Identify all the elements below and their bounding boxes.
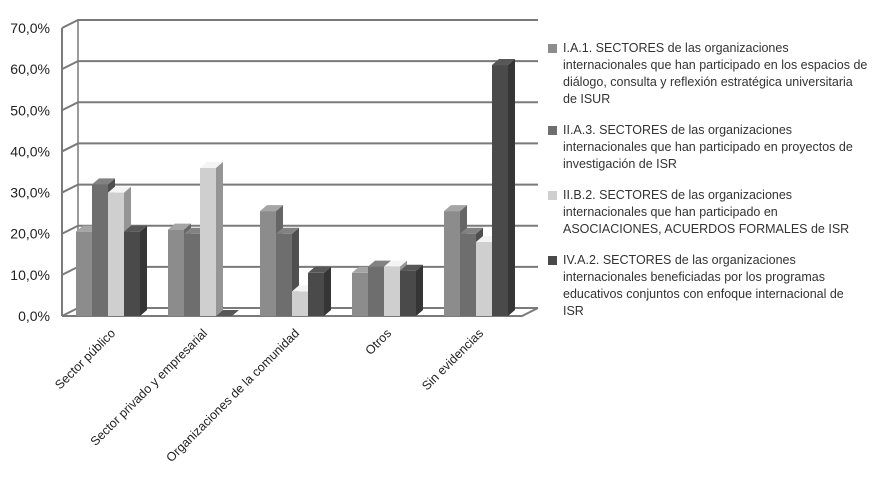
bar-top bbox=[92, 178, 115, 185]
bar bbox=[460, 233, 476, 316]
bar bbox=[92, 184, 108, 316]
y-tick-label: 0,0% bbox=[18, 308, 50, 324]
gridline bbox=[61, 101, 538, 112]
legend: I.A.1. SECTORES de las organizaciones in… bbox=[548, 40, 868, 334]
legend-swatch bbox=[548, 44, 557, 53]
bar bbox=[168, 229, 184, 316]
y-tick-label: 30,0% bbox=[10, 185, 50, 201]
y-tick-label: 70,0% bbox=[10, 20, 50, 36]
bar-side bbox=[324, 266, 331, 316]
legend-label: II.B.2. SECTORES de las organizaciones i… bbox=[563, 188, 850, 236]
bar-top bbox=[400, 264, 423, 271]
bar bbox=[184, 233, 200, 316]
bar bbox=[76, 231, 92, 316]
gridline bbox=[61, 60, 538, 71]
bar-top bbox=[444, 205, 467, 212]
bar-top bbox=[308, 266, 331, 273]
y-tick-label: 60,0% bbox=[10, 61, 50, 77]
gridline bbox=[61, 183, 538, 194]
bar bbox=[200, 167, 216, 316]
x-tick-label: Sin evidencias bbox=[419, 326, 486, 393]
legend-swatch bbox=[548, 126, 557, 135]
legend-item: I.A.1. SECTORES de las organizaciones in… bbox=[548, 40, 868, 108]
bar bbox=[352, 272, 368, 316]
y-tick-label: 40,0% bbox=[10, 143, 50, 159]
bar-top bbox=[260, 205, 283, 212]
bar bbox=[492, 65, 508, 317]
y-tick-label: 20,0% bbox=[10, 226, 50, 242]
bar-side bbox=[416, 264, 423, 316]
legend-swatch bbox=[548, 191, 557, 200]
bar bbox=[476, 241, 492, 316]
bar-top bbox=[200, 161, 223, 168]
bar bbox=[384, 266, 400, 316]
bar bbox=[292, 291, 308, 316]
y-tick-label: 10,0% bbox=[10, 267, 50, 283]
bar bbox=[308, 272, 324, 316]
bar bbox=[124, 231, 140, 316]
x-tick-label: Otros bbox=[363, 326, 395, 358]
legend-label: II.A.3. SECTORES de las organizaciones i… bbox=[563, 123, 853, 171]
bar-top bbox=[108, 186, 131, 193]
bar-top bbox=[124, 225, 147, 232]
legend-item: II.B.2. SECTORES de las organizaciones i… bbox=[548, 187, 868, 238]
plot-area: 0,0% 10,0% 20,0% 30,0% 40,0% 50,0% 60,0% 70,0% S… bbox=[10, 19, 539, 465]
bar bbox=[260, 211, 276, 316]
x-tick-label: Sector público bbox=[52, 326, 118, 392]
bar-top bbox=[216, 310, 239, 316]
bar-top bbox=[460, 227, 483, 234]
bar-top bbox=[384, 260, 407, 267]
bar-side bbox=[216, 161, 223, 316]
bar-top bbox=[168, 223, 191, 230]
y-tick-label: 50,0% bbox=[10, 102, 50, 118]
bar bbox=[108, 192, 124, 316]
bar-side bbox=[140, 225, 147, 316]
bar bbox=[444, 211, 460, 316]
bar-top bbox=[492, 59, 515, 66]
bar-side bbox=[508, 59, 515, 317]
gridline bbox=[61, 19, 538, 29]
bar-top bbox=[368, 260, 391, 267]
bar bbox=[400, 270, 416, 316]
bar-top bbox=[276, 227, 299, 234]
bar bbox=[368, 266, 384, 316]
legend-label: I.A.1. SECTORES de las organizaciones in… bbox=[563, 41, 868, 106]
bar bbox=[276, 233, 292, 316]
legend-swatch bbox=[548, 256, 557, 265]
legend-label: IV.A.2. SECTORES de las organizaciones i… bbox=[563, 253, 844, 318]
legend-item: II.A.3. SECTORES de las organizaciones i… bbox=[548, 122, 868, 173]
legend-item: IV.A.2. SECTORES de las organizaciones i… bbox=[548, 252, 868, 320]
gridline bbox=[61, 142, 538, 153]
